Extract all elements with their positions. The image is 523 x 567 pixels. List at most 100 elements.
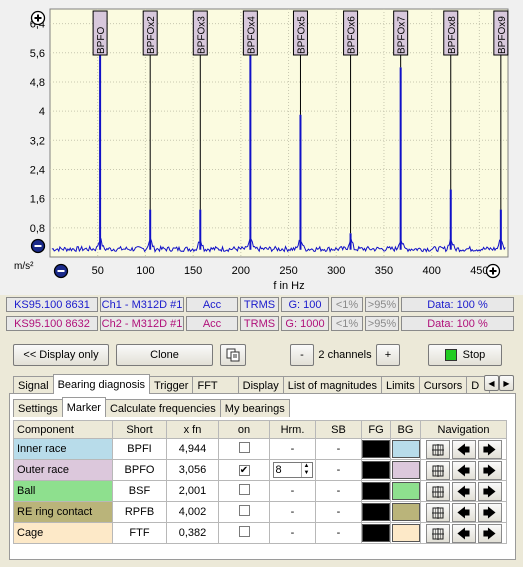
channels-increment-button[interactable]: + — [376, 344, 400, 366]
table-row[interactable]: Cage FTF 0,382 - - 🡄 🡆 — [13, 522, 507, 544]
fg-cell[interactable] — [361, 480, 391, 502]
subtab-marker[interactable]: Marker — [61, 397, 106, 417]
center-marker-button[interactable] — [425, 439, 450, 459]
stop-button[interactable]: Stop — [428, 344, 502, 366]
ch1-type: Acc — [186, 297, 238, 312]
marker-label-box — [493, 10, 509, 56]
center-marker-button[interactable] — [425, 481, 450, 501]
fg-color-swatch[interactable] — [362, 503, 390, 521]
on-cell[interactable] — [218, 438, 270, 460]
nav-left-button[interactable]: 🡄 — [451, 502, 476, 522]
bg-color-swatch[interactable] — [391, 524, 420, 542]
tabs-scroll-right-button[interactable]: ▶ — [499, 375, 514, 391]
bg-cell[interactable] — [390, 522, 421, 544]
x-tick-label: 50 — [92, 265, 104, 277]
on-checkbox[interactable]: ✔ — [238, 465, 250, 476]
table-row[interactable]: Inner race BPFI 4,944 - - 🡄 🡆 — [13, 438, 507, 460]
center-marker-button[interactable] — [425, 460, 450, 480]
marker-label: BPFOx5 — [296, 16, 307, 54]
fg-cell[interactable] — [361, 522, 391, 544]
subtab-calculate-frequencies[interactable]: Calculate frequencies — [104, 399, 221, 417]
nav-right-button[interactable]: 🡆 — [477, 502, 502, 522]
bg-cell[interactable] — [390, 501, 421, 523]
fg-color-swatch[interactable] — [362, 440, 390, 458]
bg-color-swatch[interactable] — [391, 503, 420, 521]
bg-color-swatch[interactable] — [391, 440, 420, 458]
table-row[interactable]: RE ring contact RPFB 4,002 - - 🡄 🡆 — [13, 501, 507, 523]
subtab-settings[interactable]: Settings — [13, 399, 63, 417]
tabs-scroll-left-button[interactable]: ◀ — [484, 375, 499, 391]
copy-button[interactable] — [220, 344, 246, 366]
on-cell[interactable] — [218, 522, 270, 544]
on-checkbox[interactable] — [238, 526, 250, 537]
harmonics-cell[interactable]: - — [269, 522, 316, 544]
fg-color-swatch[interactable] — [362, 482, 390, 500]
col-navigation: Navigation — [420, 420, 507, 439]
harmonics-cell[interactable]: - — [269, 480, 316, 502]
nav-right-button[interactable]: 🡆 — [477, 460, 502, 480]
sideband-cell[interactable]: - — [315, 501, 362, 523]
tab-limits[interactable]: Limits — [381, 376, 420, 394]
nav-right-button[interactable]: 🡆 — [477, 439, 502, 459]
ch1-mode: TRMS — [240, 297, 279, 312]
sideband-cell[interactable]: - — [315, 459, 362, 481]
x-tick-label: 250 — [279, 265, 297, 277]
tab-signal[interactable]: Signal — [13, 376, 54, 394]
x-tick-label: 350 — [375, 265, 393, 277]
sideband-cell[interactable]: - — [315, 438, 362, 460]
center-marker-button[interactable] — [425, 502, 450, 522]
bg-color-swatch[interactable] — [391, 482, 420, 500]
tab-list-of-magnitudes[interactable]: List of magnitudes — [282, 376, 382, 394]
channel-row-2[interactable]: KS95.100 8632 Ch2 - M312D #1 Acc TRMS G:… — [6, 316, 516, 331]
ch1-serial: KS95.100 8631 — [6, 297, 98, 312]
x-tick-label: 400 — [422, 265, 440, 277]
bg-cell[interactable] — [390, 459, 421, 481]
tab-trigger[interactable]: Trigger — [149, 376, 194, 394]
on-checkbox[interactable] — [238, 484, 250, 495]
sideband-cell[interactable]: - — [315, 522, 362, 544]
center-marker-button[interactable] — [425, 523, 450, 543]
nav-left-button[interactable]: 🡄 — [451, 523, 476, 543]
tab-fft[interactable]: FFT — [192, 376, 239, 394]
fg-cell[interactable] — [361, 501, 391, 523]
table-row[interactable]: Ball BSF 2,001 - - 🡄 🡆 — [13, 480, 507, 502]
on-cell[interactable]: ✔ — [218, 459, 270, 481]
harmonics-cell[interactable]: - — [269, 501, 316, 523]
channel-row-1[interactable]: KS95.100 8631 Ch1 - M312D #1 Acc TRMS G:… — [6, 297, 516, 312]
xfn-value: 0,382 — [166, 522, 219, 544]
nav-left-button[interactable]: 🡄 — [451, 460, 476, 480]
channels-decrement-button[interactable]: - — [290, 344, 314, 366]
tab-display[interactable]: Display — [237, 376, 284, 394]
fg-cell[interactable] — [361, 459, 391, 481]
fg-color-swatch[interactable] — [362, 524, 390, 542]
harmonics-spinner[interactable]: 8 ▲ ▼ — [272, 462, 313, 478]
marker-label-box — [292, 10, 308, 56]
display-only-button[interactable]: << Display only — [13, 344, 109, 366]
spinner-arrows-icon[interactable]: ▲ ▼ — [300, 463, 312, 477]
harmonics-cell[interactable]: 8 ▲ ▼ — [269, 459, 316, 481]
on-cell[interactable] — [218, 501, 270, 523]
on-checkbox[interactable] — [238, 442, 250, 453]
clone-button[interactable]: Clone — [116, 344, 213, 366]
marker-label: BPFO — [96, 27, 107, 54]
fg-cell[interactable] — [361, 438, 391, 460]
sideband-cell[interactable]: - — [315, 480, 362, 502]
fg-color-swatch[interactable] — [362, 461, 390, 479]
bg-color-swatch[interactable] — [391, 461, 420, 479]
navigation-cell: 🡄 🡆 — [420, 459, 507, 481]
subtab-my-bearings[interactable]: My bearings — [219, 399, 290, 417]
harmonics-cell[interactable]: - — [269, 438, 316, 460]
bg-cell[interactable] — [390, 438, 421, 460]
nav-right-button[interactable]: 🡆 — [477, 523, 502, 543]
nav-left-button[interactable]: 🡄 — [451, 481, 476, 501]
nav-left-button[interactable]: 🡄 — [451, 439, 476, 459]
table-row[interactable]: Outer race BPFO 3,056 ✔ 8 ▲ ▼ - 🡄 🡆 — [13, 459, 507, 481]
short-name: BSF — [112, 480, 167, 502]
nav-right-button[interactable]: 🡆 — [477, 481, 502, 501]
spectrum-plot[interactable]: 50 100 150 200 250 300 350 400 450 0,8 1,6 2,4 3,2 4 4… — [0, 0, 523, 295]
on-cell[interactable] — [218, 480, 270, 502]
bg-cell[interactable] — [390, 480, 421, 502]
on-checkbox[interactable] — [238, 505, 250, 516]
tab-bearing-diagnosis[interactable]: Bearing diagnosis — [52, 374, 151, 394]
tab-cursors[interactable]: Cursors — [418, 376, 468, 394]
